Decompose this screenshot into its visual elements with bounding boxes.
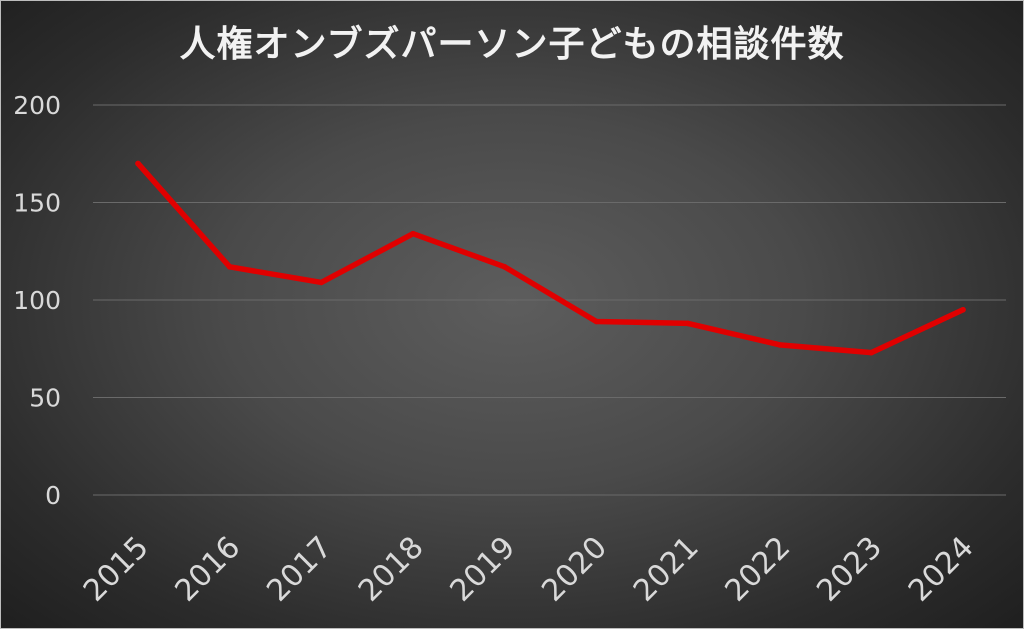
data-point-2024 <box>960 306 966 313</box>
data-point-2018 <box>410 230 416 237</box>
x-tick-label: 2021 <box>627 530 706 609</box>
series-line <box>135 160 966 356</box>
x-tick-label: 2020 <box>535 530 614 609</box>
data-point-2023 <box>868 349 875 356</box>
data-point-2015 <box>135 160 141 167</box>
x-tick-label: 2024 <box>902 530 981 609</box>
series-layer <box>135 160 966 356</box>
x-tick-label: 2018 <box>352 530 431 609</box>
y-tick-label: 150 <box>13 189 61 218</box>
x-tick-label: 2016 <box>169 530 248 609</box>
data-point-2019 <box>501 264 508 270</box>
data-point-2021 <box>685 320 691 327</box>
x-axis-ticks: 2015 2016 2017 2018 2019 2020 2021 2022 2023 2024 <box>77 530 981 609</box>
y-tick-label: 200 <box>13 91 61 120</box>
data-point-2022 <box>776 342 783 348</box>
y-tick-label: 100 <box>13 286 61 315</box>
x-tick-label: 2023 <box>810 530 889 609</box>
y-axis-ticks: 0 50 100 150 200 <box>13 91 61 510</box>
y-tick-label: 50 <box>29 384 61 413</box>
x-tick-label: 2019 <box>444 530 523 609</box>
data-point-2016 <box>226 264 233 270</box>
data-point-2020 <box>593 318 600 325</box>
gridlines <box>93 104 1006 496</box>
chart-title: 人権オンブズパーソン子どもの相談件数 <box>179 24 845 65</box>
x-tick-label: 2017 <box>260 530 339 609</box>
data-point-2017 <box>318 279 325 286</box>
x-tick-label: 2022 <box>719 530 798 609</box>
y-tick-label: 0 <box>45 481 61 510</box>
x-tick-label: 2015 <box>77 530 156 609</box>
